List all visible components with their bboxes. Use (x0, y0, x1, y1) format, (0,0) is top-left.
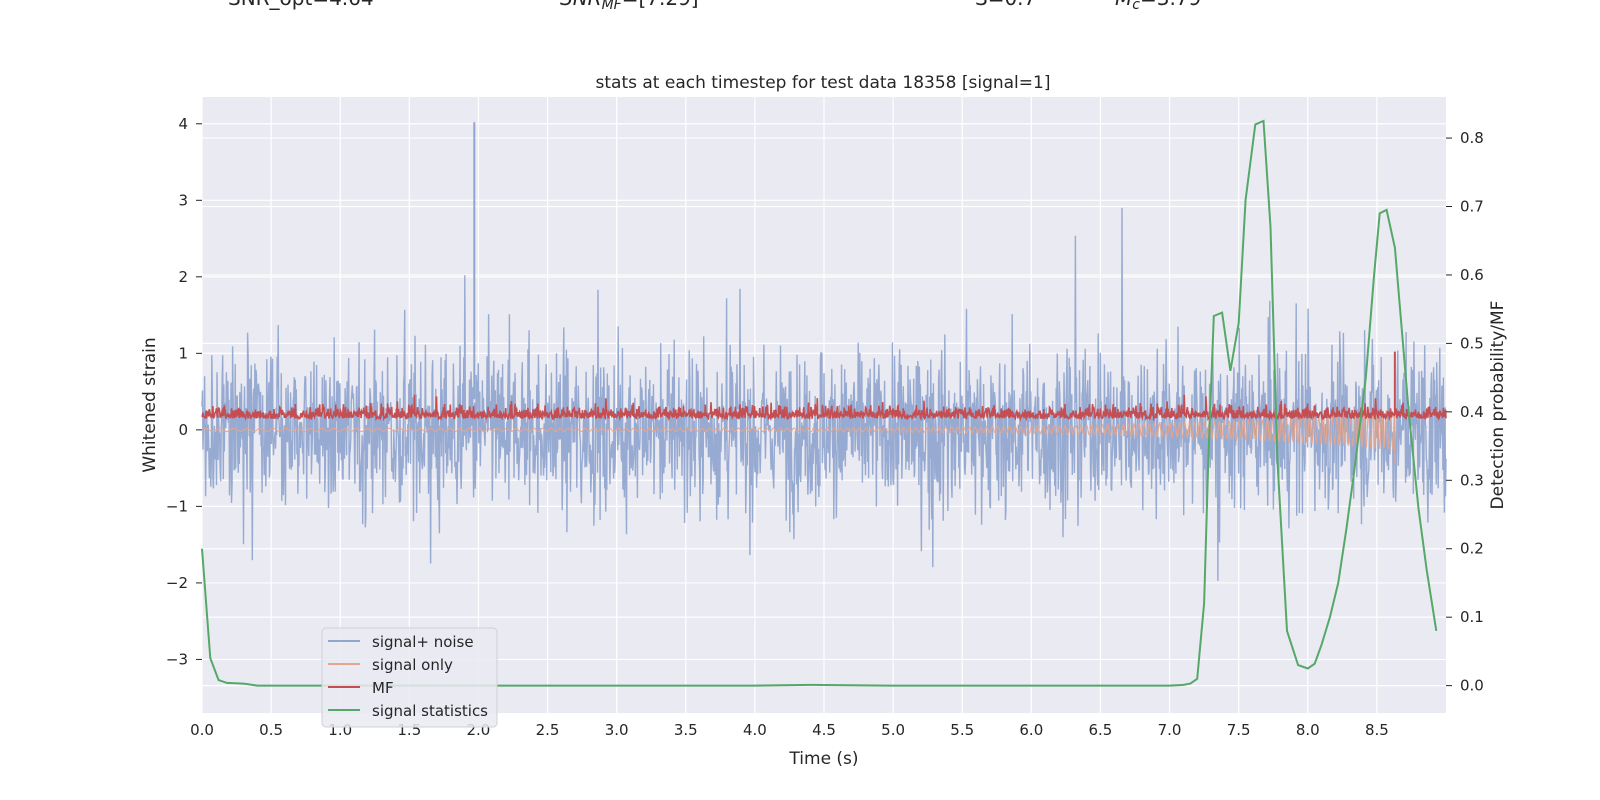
signal-noise-series (201, 122, 1447, 581)
y-axis-ticks: −3 −2 −1 0 1 2 3 4 (166, 115, 202, 668)
chart-title: stats at each timestep for test data 183… (596, 73, 1051, 93)
x-tick-label: 8.5 (1365, 721, 1389, 739)
x-axis-ticks: 0.0 0.5 1.0 1.5 2.0 2.5 3.0 3.5 4.0 4.5 5.0 5.5 6.0 6… (190, 721, 1389, 739)
y2-tick-label: 0.8 (1460, 129, 1484, 147)
y2-axis-label: Detection probability/MF (1488, 301, 1508, 510)
y-tick-label: 3 (178, 191, 188, 209)
x-tick-label: 5.5 (950, 721, 974, 739)
x-tick-label: 3.5 (674, 721, 698, 739)
y2-tick-label: 0.4 (1460, 403, 1484, 421)
snr-mf-label: SNRMF=[7.29] (560, 0, 699, 13)
x-tick-label: 6.0 (1019, 721, 1043, 739)
s-value-label: S=0.7 (975, 0, 1036, 10)
y-tick-label: −2 (166, 574, 188, 592)
x-axis-label: Time (s) (788, 749, 858, 769)
y2-axis-ticks: 0.0 0.1 0.2 0.3 0.4 0.5 0.6 0.7 0.8 (1446, 129, 1484, 695)
y-tick-label: 1 (178, 344, 188, 362)
signal-statistics-series (201, 119, 1438, 687)
y-tick-label: 2 (178, 268, 188, 286)
signal-noise-line (201, 207, 1447, 581)
chirp-mass-label: Mc=3.79 (1115, 0, 1201, 13)
signal-only-line (201, 409, 1396, 465)
header-row: SNR_opt=4.64 SNRMF=[7.29] S=0.7 Mc=3.79 (228, 0, 1201, 13)
y-tick-label: 0 (178, 421, 188, 439)
x-tick-label: 0.5 (259, 721, 283, 739)
mf-line (201, 394, 1447, 422)
y2-tick-label: 0.6 (1460, 266, 1484, 284)
y2-tick-label: 0.2 (1460, 540, 1484, 558)
snr-opt-label: SNR_opt=4.64 (228, 0, 374, 10)
legend-box (321, 627, 498, 728)
y-tick-label: −1 (166, 497, 188, 515)
y2-tick-label: 0.1 (1460, 608, 1484, 626)
legend-noise-label: signal+ noise (372, 633, 474, 651)
signal-statistics-line (201, 119, 1438, 687)
legend-mf-label: MF (372, 679, 394, 697)
y-axis-label: Whitened strain (140, 337, 160, 472)
x-tick-label: 4.0 (743, 721, 767, 739)
x-tick-label: 6.5 (1089, 721, 1113, 739)
legend-signal-label: signal only (372, 656, 453, 674)
x-tick-label: 3.0 (605, 721, 629, 739)
legend-stat-label: signal statistics (372, 702, 488, 720)
y2-tick-label: 0.5 (1460, 334, 1484, 352)
x-tick-label: 5.0 (881, 721, 905, 739)
x-tick-label: 4.5 (812, 721, 836, 739)
x-tick-label: 7.5 (1227, 721, 1251, 739)
mf-series (201, 351, 1447, 422)
y-tick-label: −3 (166, 650, 188, 668)
y2-tick-label: 0.0 (1460, 677, 1484, 695)
y-tick-label: 4 (178, 115, 188, 133)
x-tick-label: 7.0 (1158, 721, 1182, 739)
legend: signal+ noise signal only MF signal stat… (321, 627, 498, 728)
x-tick-label: 0.0 (190, 721, 214, 739)
x-tick-label: 8.0 (1296, 721, 1320, 739)
y2-tick-label: 0.3 (1460, 471, 1484, 489)
x-tick-label: 2.5 (536, 721, 560, 739)
y2-tick-label: 0.7 (1460, 198, 1484, 216)
signal-only-series (201, 409, 1396, 465)
